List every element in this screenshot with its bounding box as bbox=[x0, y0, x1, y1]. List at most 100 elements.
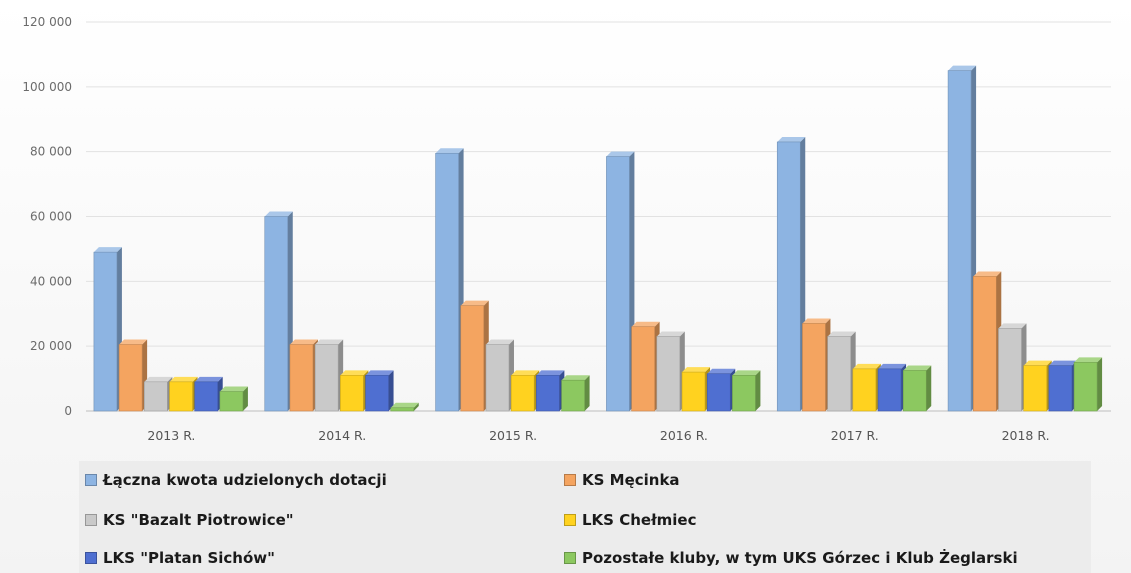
bar bbox=[93, 251, 118, 412]
bar-top bbox=[631, 321, 660, 327]
bar-top bbox=[656, 331, 685, 337]
bar bbox=[1048, 365, 1073, 412]
legend-label: Pozostałe kluby, w tym UKS Górzec i Klub… bbox=[582, 549, 1018, 567]
bar-top bbox=[144, 376, 173, 382]
legend-swatch bbox=[564, 474, 576, 486]
x-tick-label: 2014 R. bbox=[318, 428, 366, 443]
bar-top bbox=[315, 339, 344, 345]
bar-top bbox=[485, 339, 514, 345]
bar bbox=[606, 156, 630, 412]
bar-top bbox=[1048, 360, 1077, 366]
bar-top bbox=[561, 375, 590, 381]
bar-top bbox=[264, 211, 293, 217]
bar-top bbox=[973, 271, 1002, 277]
bar-side bbox=[1097, 357, 1103, 411]
bar-top bbox=[1023, 360, 1052, 366]
legend-swatch bbox=[564, 552, 576, 564]
bar-top bbox=[707, 368, 736, 374]
legend-item: KS Męcinka bbox=[564, 471, 680, 489]
bar-top bbox=[802, 318, 831, 324]
bar-top bbox=[289, 339, 318, 345]
bar-top bbox=[536, 370, 565, 376]
legend-swatch bbox=[85, 474, 97, 486]
bar-side bbox=[584, 375, 590, 411]
legend-label: Łączna kwota udzielonych dotacji bbox=[103, 471, 387, 489]
bar bbox=[877, 368, 902, 412]
bar bbox=[998, 328, 1022, 412]
bar bbox=[802, 323, 826, 412]
bar-top bbox=[119, 339, 148, 345]
bar-side bbox=[388, 370, 394, 411]
x-tick-label: 2015 R. bbox=[489, 428, 537, 443]
bar-top bbox=[682, 367, 711, 373]
y-tick-label: 40 000 bbox=[30, 274, 72, 288]
bar bbox=[706, 373, 731, 412]
y-tick-label: 60 000 bbox=[30, 210, 72, 224]
bar bbox=[118, 344, 143, 412]
bar bbox=[536, 375, 560, 412]
legend-swatch bbox=[85, 552, 97, 564]
bar-side bbox=[926, 365, 932, 411]
bar bbox=[460, 305, 485, 412]
legend: Łączna kwota udzielonych dotacji KS Męci… bbox=[79, 461, 1091, 573]
bar bbox=[485, 344, 510, 412]
x-tick-label: 2013 R. bbox=[147, 428, 195, 443]
bar bbox=[219, 391, 244, 412]
legend-swatch bbox=[564, 514, 576, 526]
legend-item: Pozostałe kluby, w tym UKS Górzec i Klub… bbox=[564, 549, 1018, 567]
x-tick-label: 2016 R. bbox=[660, 428, 708, 443]
bar-top bbox=[93, 247, 122, 253]
bar-top bbox=[903, 365, 932, 371]
bar bbox=[852, 368, 877, 412]
bar bbox=[435, 152, 459, 412]
bar bbox=[681, 371, 706, 412]
legend-item: Łączna kwota udzielonych dotacji bbox=[85, 471, 387, 489]
bar-top bbox=[777, 136, 806, 142]
bar bbox=[732, 375, 756, 412]
bar-top bbox=[365, 370, 394, 376]
y-tick-label: 80 000 bbox=[30, 145, 72, 159]
bar-top bbox=[1074, 357, 1103, 363]
bar-top bbox=[460, 300, 489, 306]
legend-label: KS Męcinka bbox=[582, 471, 680, 489]
bar-side bbox=[413, 402, 419, 411]
legend-label: LKS "Platan Sichów" bbox=[103, 549, 275, 567]
bar-top bbox=[435, 148, 464, 154]
bar-top bbox=[219, 386, 248, 392]
bar-top bbox=[390, 402, 419, 408]
bar-top bbox=[827, 331, 856, 337]
bar bbox=[1023, 365, 1047, 412]
bar bbox=[972, 276, 997, 412]
legend-label: LKS Chełmiec bbox=[582, 511, 697, 529]
bar bbox=[510, 375, 535, 412]
y-tick-label: 20 000 bbox=[30, 339, 72, 353]
bar-top bbox=[878, 363, 907, 369]
bar bbox=[194, 381, 219, 412]
bar bbox=[289, 344, 314, 412]
bar bbox=[1073, 362, 1098, 412]
legend-item: LKS Chełmiec bbox=[564, 511, 696, 529]
bar bbox=[264, 216, 289, 412]
bar bbox=[902, 370, 927, 412]
bar bbox=[340, 375, 364, 412]
bar bbox=[169, 381, 193, 412]
bar-side bbox=[755, 370, 761, 411]
bar bbox=[144, 381, 168, 412]
bar bbox=[390, 407, 415, 412]
bar-top bbox=[194, 376, 223, 382]
bar bbox=[631, 326, 655, 412]
legend-item: KS "Bazalt Piotrowice" bbox=[85, 511, 294, 529]
bar bbox=[947, 70, 972, 412]
bar bbox=[656, 336, 681, 412]
bar-chart: 0 20 000 40 000 60 000 80 000 100 000 120 000 2… bbox=[22, 15, 1111, 443]
bar-top bbox=[998, 323, 1027, 329]
y-tick-label: 120 000 bbox=[22, 15, 72, 29]
bar bbox=[561, 379, 585, 412]
bar-side bbox=[242, 386, 248, 411]
bar bbox=[314, 344, 339, 412]
bar-top bbox=[511, 370, 540, 376]
legend-item: LKS "Platan Sichów" bbox=[85, 549, 275, 567]
x-tick-label: 2017 R. bbox=[831, 428, 879, 443]
bar bbox=[827, 336, 851, 412]
